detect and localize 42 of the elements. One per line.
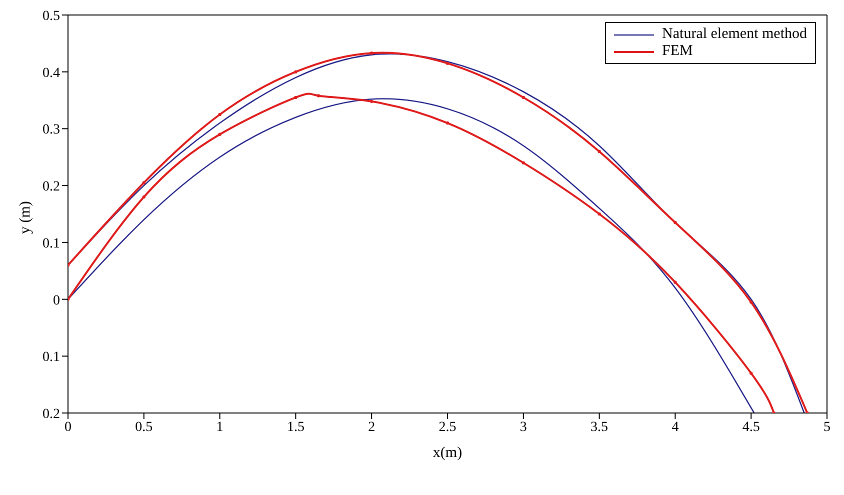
x-tick-label: 2.5 bbox=[438, 420, 456, 435]
point bbox=[750, 372, 753, 375]
x-tick-label: 0.5 bbox=[135, 420, 153, 435]
y-tick-label: 0.4 bbox=[42, 66, 60, 81]
point bbox=[522, 161, 525, 164]
point bbox=[142, 195, 146, 199]
point bbox=[218, 112, 222, 116]
point bbox=[674, 280, 677, 284]
point bbox=[218, 132, 222, 136]
point bbox=[294, 96, 298, 100]
point bbox=[446, 62, 450, 65]
point bbox=[142, 181, 146, 184]
x-tick-label: 4.5 bbox=[742, 420, 760, 435]
x-axis-title: x(m) bbox=[432, 445, 462, 461]
point bbox=[674, 220, 677, 224]
x-tick-label: 4 bbox=[672, 420, 679, 435]
point bbox=[294, 70, 298, 74]
y-tick-label: 0 bbox=[53, 293, 60, 308]
point bbox=[598, 150, 601, 154]
y-tick-label: 0.5 bbox=[42, 8, 60, 24]
y-tick-label: 0.1 bbox=[42, 236, 60, 252]
x-tick-label: 1 bbox=[216, 420, 224, 435]
point bbox=[446, 121, 450, 125]
x-tick-label: 0 bbox=[64, 420, 72, 435]
y-axis-title: y (m) bbox=[17, 201, 34, 234]
point bbox=[370, 100, 374, 104]
point bbox=[370, 51, 374, 55]
point bbox=[598, 212, 601, 216]
legend-label: FEM bbox=[662, 43, 693, 60]
legend-label: Natural element method bbox=[662, 26, 807, 43]
x-tick-label: 5 bbox=[824, 420, 830, 435]
point bbox=[316, 94, 320, 98]
y-tick-label: 0.2 bbox=[42, 180, 60, 195]
x-tick-label: 1.5 bbox=[286, 420, 304, 435]
point bbox=[750, 300, 753, 304]
y-tick-label: 0.2 bbox=[42, 406, 60, 422]
x-tick-label: 3.5 bbox=[590, 420, 608, 435]
y-tick-label: 0.3 bbox=[42, 122, 60, 138]
point bbox=[522, 96, 525, 100]
x-tick-label: 3 bbox=[520, 420, 527, 435]
x-tick-label: 2 bbox=[368, 420, 376, 435]
y-tick-label: 0.1 bbox=[42, 350, 60, 366]
